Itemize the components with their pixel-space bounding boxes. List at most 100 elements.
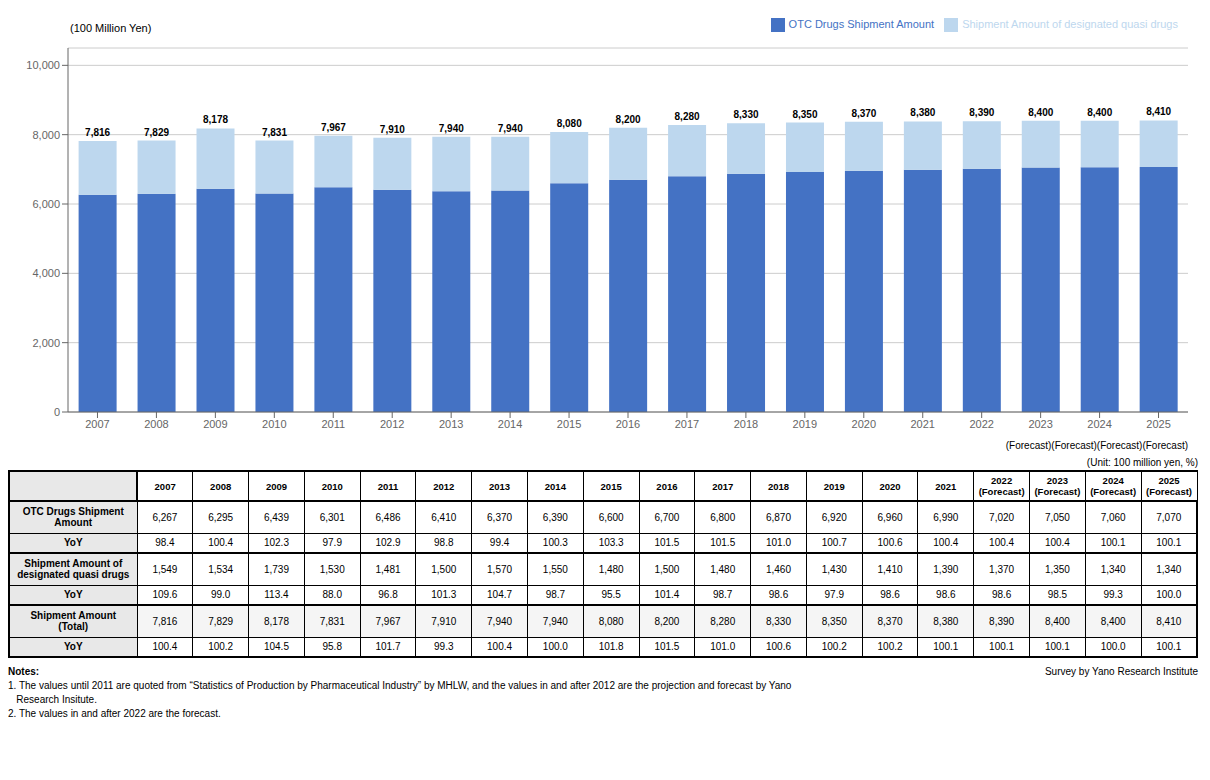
- html-text:2014: 2014: [544, 480, 566, 492]
- svg-text:2,000: 2,000: [32, 337, 60, 349]
- html-text:Shipment Amount of designated: Shipment Amount of designated quasi drug…: [17, 558, 130, 581]
- html-text:6,600: 6,600: [598, 511, 624, 523]
- html-text:2024 (Forecast): 2024 (Forecast): [1090, 475, 1137, 497]
- html-text:6,295: 6,295: [208, 511, 234, 523]
- html-text:99.4: 99.4: [489, 537, 510, 549]
- html-text:6,439: 6,439: [263, 511, 289, 523]
- svg-text:8,410: 8,410: [1146, 106, 1171, 117]
- html-text:2018: 2018: [767, 480, 789, 492]
- svg-text:2010: 2010: [262, 418, 286, 430]
- html-text:7,020: 7,020: [989, 511, 1015, 523]
- html-text:2012: 2012: [433, 480, 455, 492]
- html-text:6,920: 6,920: [821, 511, 847, 523]
- html-text:2021: 2021: [935, 480, 957, 492]
- html-text:6,870: 6,870: [766, 511, 791, 523]
- svg-text:6,000: 6,000: [32, 198, 60, 210]
- svg-text:8,280: 8,280: [675, 111, 700, 122]
- svg-text:2017: 2017: [675, 418, 699, 430]
- html-text:6,990: 6,990: [933, 511, 959, 523]
- html-text:2017: 2017: [712, 480, 734, 492]
- svg-text:8,000: 8,000: [32, 129, 60, 141]
- html-text:2015: 2015: [600, 480, 622, 492]
- svg-text:2014: 2014: [498, 418, 522, 430]
- html-text:101.5: 101.5: [654, 537, 680, 549]
- svg-text:2009: 2009: [203, 418, 227, 430]
- html-text:6,410: 6,410: [431, 511, 457, 523]
- svg-text:2019: 2019: [793, 418, 817, 430]
- html-text:6,700: 6,700: [654, 511, 680, 523]
- html-text:103.3: 103.3: [598, 537, 624, 549]
- svg-text:2011: 2011: [321, 418, 345, 430]
- svg-text:7,967: 7,967: [321, 122, 346, 133]
- svg-text:2012: 2012: [380, 418, 404, 430]
- html-text:(100 Million Yen): (100 Million Yen): [70, 22, 152, 34]
- html-text:6,370: 6,370: [487, 511, 513, 523]
- svg-text:10,000: 10,000: [26, 59, 60, 71]
- html-text:98.8: 98.8: [434, 537, 454, 549]
- html-text:2022 (Forecast): 2022 (Forecast): [978, 475, 1025, 497]
- html-text:6,960: 6,960: [877, 511, 903, 523]
- svg-text:2021: 2021: [910, 418, 934, 430]
- html-text:100.4: 100.4: [208, 537, 234, 549]
- html-text:6,267: 6,267: [152, 511, 178, 523]
- html-text:6,390: 6,390: [542, 511, 568, 523]
- html-text:2010: 2010: [321, 480, 343, 492]
- svg-text:2013: 2013: [439, 418, 463, 430]
- svg-text:2023: 2023: [1028, 418, 1052, 430]
- html-text:6,301: 6,301: [319, 511, 345, 523]
- svg-text:2008: 2008: [144, 418, 168, 430]
- html-text:98.4: 98.4: [155, 537, 175, 549]
- html-text:101.5: 101.5: [710, 537, 736, 549]
- svg-text:2025: 2025: [1146, 418, 1170, 430]
- svg-text:7,910: 7,910: [380, 124, 405, 135]
- html-text:2008: 2008: [210, 480, 232, 492]
- html-text:7,050: 7,050: [1044, 511, 1070, 523]
- html-text:2016: 2016: [656, 480, 678, 492]
- svg-text:8,370: 8,370: [851, 108, 876, 119]
- svg-text:7,940: 7,940: [498, 123, 523, 134]
- html-text:Shipment Amount of designated: Shipment Amount of designated quasi drug…: [962, 18, 1178, 30]
- svg-text:2024: 2024: [1087, 418, 1111, 430]
- html-text:2020: 2020: [879, 480, 901, 492]
- html-text:Shipment Amount (Total): Shipment Amount (Total): [30, 610, 117, 633]
- html-text:7,060: 7,060: [1100, 511, 1126, 523]
- svg-text:8,330: 8,330: [734, 109, 759, 120]
- svg-text:2016: 2016: [616, 418, 640, 430]
- svg-text:7,940: 7,940: [439, 123, 464, 134]
- html-text:2025 (Forecast): 2025 (Forecast): [1146, 475, 1192, 497]
- svg-text:8,080: 8,080: [557, 118, 582, 129]
- svg-text:7,816: 7,816: [85, 127, 110, 138]
- svg-text:8,400: 8,400: [1028, 107, 1053, 118]
- html-text:102.3: 102.3: [263, 537, 289, 549]
- html-text:2011: 2011: [377, 480, 399, 492]
- svg-text:7,829: 7,829: [144, 127, 169, 138]
- html-text:YoY: YoY: [63, 537, 83, 549]
- html-text:2009: 2009: [265, 480, 287, 492]
- svg-text:2015: 2015: [557, 418, 581, 430]
- html-text:100.3: 100.3: [542, 537, 568, 549]
- svg-text:0: 0: [54, 406, 60, 418]
- svg-text:7,831: 7,831: [262, 127, 287, 138]
- svg-text:8,350: 8,350: [792, 109, 817, 120]
- html-text:2023 (Forecast): 2023 (Forecast): [1034, 475, 1081, 497]
- html-text:OTC Drugs Shipment Amount: OTC Drugs Shipment Amount: [22, 506, 124, 529]
- svg-text:8,178: 8,178: [203, 114, 228, 125]
- html-text:2013: 2013: [489, 480, 511, 492]
- html-text:6,800: 6,800: [710, 511, 736, 523]
- svg-text:8,200: 8,200: [616, 114, 641, 125]
- html-text:2019: 2019: [823, 480, 845, 492]
- svg-text:8,390: 8,390: [969, 107, 994, 118]
- html-text:7,070: 7,070: [1156, 511, 1182, 523]
- svg-text:2018: 2018: [734, 418, 758, 430]
- svg-text:8,380: 8,380: [910, 107, 935, 118]
- svg-text:2007: 2007: [85, 418, 109, 430]
- html-text:OTC Drugs Shipment Amount: OTC Drugs Shipment Amount: [788, 18, 935, 30]
- html-text:102.9: 102.9: [375, 537, 401, 549]
- html-text:2007: 2007: [154, 480, 176, 492]
- svg-text:8,400: 8,400: [1087, 107, 1112, 118]
- html-text:6,486: 6,486: [375, 511, 401, 523]
- svg-text:2020: 2020: [852, 418, 876, 430]
- svg-text:4,000: 4,000: [32, 267, 60, 279]
- html-text:97.9: 97.9: [322, 537, 342, 549]
- svg-text:2022: 2022: [969, 418, 993, 430]
